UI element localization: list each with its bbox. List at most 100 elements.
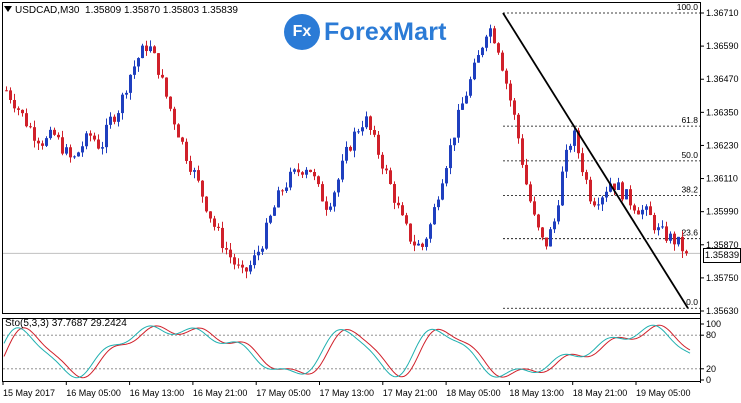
candle-body [309,169,312,173]
candle-body [417,243,420,246]
candle [245,267,248,279]
candle [157,52,160,79]
candle [41,140,44,150]
dropdown-triangle-icon[interactable] [4,6,12,12]
candle [277,186,280,208]
candle [677,236,680,247]
candle-body [337,179,340,193]
candle [565,144,568,179]
candle-body [685,251,688,254]
candle [325,196,328,216]
candle [385,164,388,174]
candle-body [489,28,492,37]
candle [561,166,564,206]
candle [425,237,428,251]
ohlc-values: 1.35809 1.35870 1.35803 1.35839 [85,5,238,16]
candle [685,249,688,256]
candle-body [569,145,572,150]
price-tick-label: 1.35630 [706,306,739,316]
candle-body [165,77,168,97]
candle-body [393,184,396,203]
candle [521,134,524,168]
candle [593,197,596,208]
candle [285,182,288,194]
current-price-badge: 1.35839 [703,248,741,263]
candle-body [193,170,196,172]
candle [473,58,476,81]
candle [189,155,192,175]
candle-body [65,147,68,154]
time-tick-label: 17 May 21:00 [383,388,438,398]
candle-body [513,100,516,115]
candle-body [409,223,412,242]
candle-body [181,137,184,142]
candle-body [593,201,596,206]
candle-body [357,131,360,133]
candle [53,127,56,136]
candle [249,260,252,275]
candle [5,86,8,92]
candle-body [373,129,376,135]
candle-body [533,201,536,215]
candle [529,181,532,203]
candle-body [265,222,268,249]
candle [93,132,96,142]
candle [365,111,368,130]
candle [205,196,208,213]
candle-body [441,183,444,200]
candle [537,213,540,231]
candle [329,202,332,212]
candle-body [49,129,52,139]
candle [381,152,384,175]
price-axis: 1.36710 1.36590 1.36470 1.36350 1.36230 1.361… [700,8,739,316]
candle [361,120,364,136]
candle-body [425,238,428,247]
candle [105,118,108,154]
candle-body [209,211,212,219]
candle-body [213,218,216,227]
logo-badge-icon: Fx [284,14,320,50]
candle [161,69,164,79]
candle [113,114,116,125]
candle [317,175,320,187]
candle [117,110,120,127]
price-tick-label: 1.36470 [706,74,739,84]
candle [513,97,516,120]
candle [497,42,500,55]
candle [129,74,132,100]
candle [601,195,604,211]
candle [489,24,492,44]
candle [185,138,188,164]
candle [549,227,552,247]
candle [125,90,128,99]
candle [481,46,484,58]
candle [441,179,444,201]
candle-body [69,147,72,158]
candle [421,242,424,251]
candle-body [61,137,64,154]
time-tick-label: 17 May 05:00 [256,388,311,398]
candle [133,60,136,79]
candle [673,231,676,251]
candle [525,158,528,186]
candle [437,196,440,211]
candle [137,57,140,72]
candle [533,196,536,216]
candle [581,147,584,177]
candle [637,207,640,215]
candle-body [325,201,328,210]
candle-body [613,183,616,190]
candle-body [217,226,220,228]
candle-body [201,180,204,197]
candle [77,151,80,157]
candle [505,68,508,90]
candle-body [477,55,480,63]
oscillator-tick-label: 20 [706,364,716,374]
candle-body [681,236,684,252]
candle-body [609,183,612,192]
candle [621,181,624,202]
candle [221,221,224,253]
candle-body [341,160,344,180]
candle-body [73,156,76,158]
